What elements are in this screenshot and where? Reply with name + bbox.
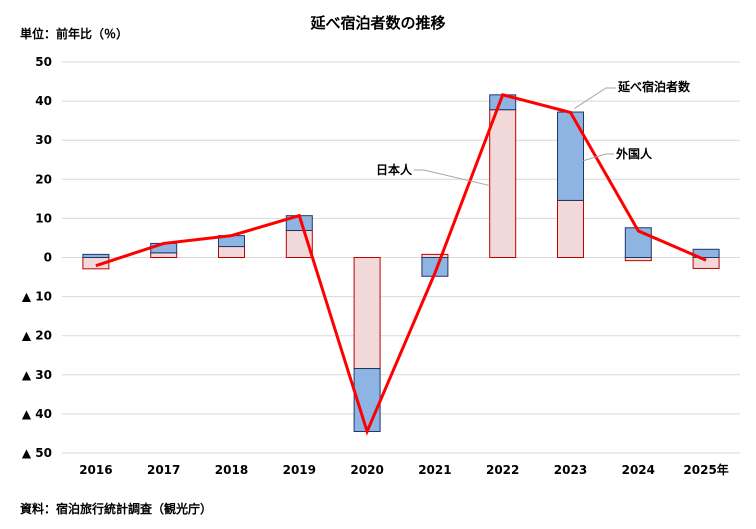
bars: [82, 94, 720, 432]
y-tick-label: 20: [35, 172, 52, 186]
leader-line: [414, 169, 490, 187]
bar-japanese: [218, 246, 245, 259]
x-tick-label: 2021: [418, 463, 451, 477]
source-note: 資料：宿泊旅行統計調査（観光庁）: [20, 501, 212, 516]
y-tick-label: 10: [35, 211, 52, 225]
x-tick-label: 2016: [79, 463, 112, 477]
bar-foreign: [82, 253, 110, 258]
y-tick-label: ▲ 20: [22, 329, 52, 343]
bar-japanese: [489, 109, 517, 259]
y-axis: 50 40 30 20 10 0 ▲ 10 ▲ 20 ▲ 30 ▲ 40 ▲ 50: [22, 55, 52, 460]
x-axis: 2016 2017 2018 2019 2020 2021 2022 2023 2024 2025…: [79, 462, 729, 477]
bar-foreign: [557, 111, 584, 201]
y-tick-label: ▲ 30: [22, 368, 52, 382]
x-tick-label: 2022: [486, 463, 519, 477]
x-tick-label: 2025年: [683, 462, 728, 477]
bar-foreign: [624, 227, 652, 258]
y-tick-label: 0: [44, 251, 52, 265]
total-line-path: [95, 93, 707, 436]
chart-title: 延べ宿泊者数の推移: [309, 14, 445, 32]
x-tick-label: 2023: [554, 463, 587, 477]
leader-line: [583, 153, 614, 162]
annotation-total: 延べ宿泊者数: [617, 79, 691, 94]
x-tick-label: 2019: [283, 463, 316, 477]
annotation-foreign: 外国人: [616, 146, 653, 161]
x-tick-label: 2020: [350, 463, 383, 477]
y-tick-label: 30: [35, 133, 52, 147]
total-line: [95, 93, 707, 436]
y-tick-label: ▲ 10: [22, 290, 52, 304]
leader-line: [574, 87, 616, 109]
y-tick-label: ▲ 40: [22, 407, 52, 421]
bar-japanese: [150, 252, 178, 258]
x-tick-label: 2024: [622, 463, 655, 477]
unit-label: 単位：前年比（％）: [20, 26, 128, 41]
x-tick-label: 2018: [215, 463, 248, 477]
x-tick-label: 2017: [147, 463, 180, 477]
y-tick-label: ▲ 50: [22, 446, 52, 460]
bar-japanese: [353, 257, 381, 370]
annotation-japanese: 日本人: [376, 162, 413, 177]
y-tick-label: 50: [35, 55, 52, 69]
y-tick-label: 40: [35, 94, 52, 108]
bar-japanese: [557, 199, 584, 258]
